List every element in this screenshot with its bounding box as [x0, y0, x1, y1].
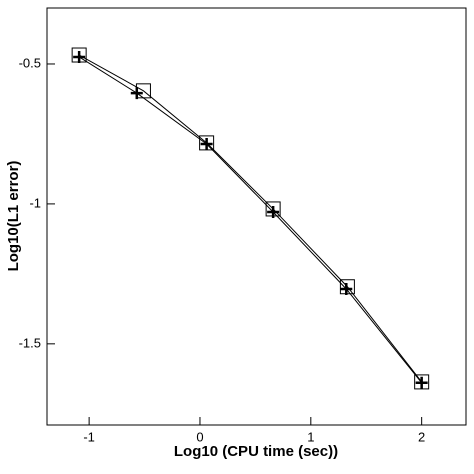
plot-frame: [46, 7, 467, 426]
square-marker: [414, 374, 430, 390]
x-tick-label: 2: [418, 429, 425, 444]
x-tick-label: 0: [196, 429, 203, 444]
y-tick-label: -1.5: [19, 335, 41, 350]
plus-marker: [130, 87, 143, 100]
y-tick-label: -1: [29, 195, 41, 210]
plus-marker: [415, 376, 428, 389]
x-tick-label: 1: [307, 429, 314, 444]
y-axis-label: Log10(L1 error): [5, 161, 22, 272]
plus-marker: [73, 50, 86, 63]
plus-marker: [340, 282, 353, 295]
plus-marker: [200, 138, 213, 151]
plus-marker: [267, 206, 280, 219]
x-tick-label: -1: [83, 429, 95, 444]
series-line: [78, 56, 423, 384]
x-axis-label: Log10 (CPU time (sec)): [174, 443, 338, 460]
series-line: [78, 54, 423, 383]
y-tick-label: -0.5: [19, 55, 41, 70]
